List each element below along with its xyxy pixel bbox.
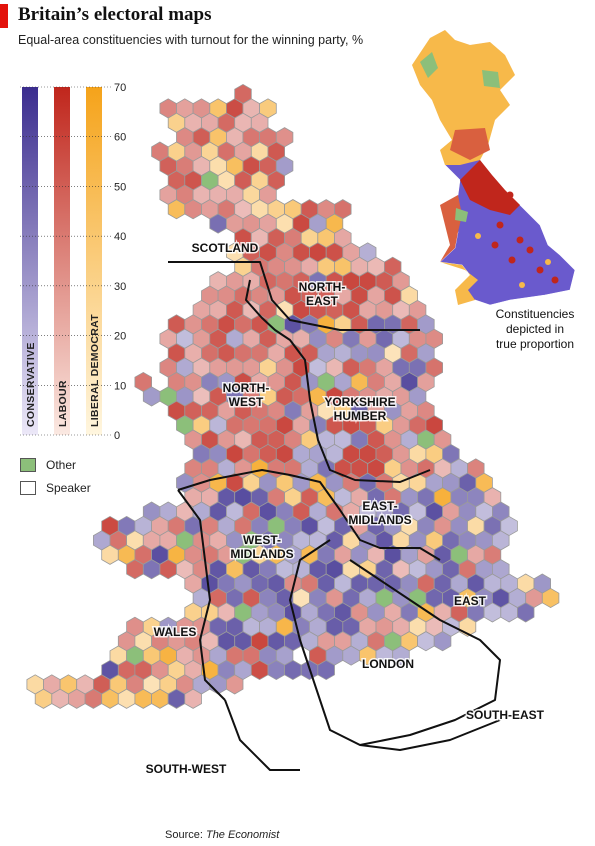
region-label-0: SCOTLAND bbox=[192, 241, 259, 255]
region-border-2 bbox=[177, 469, 441, 561]
speaker-swatch bbox=[20, 481, 36, 495]
constituency-hex bbox=[225, 674, 244, 695]
constituency-hex bbox=[517, 602, 535, 623]
source-name: The Economist bbox=[205, 829, 280, 841]
constituency-hex bbox=[184, 688, 202, 709]
region-border-0 bbox=[168, 261, 420, 331]
scale-tick-4: 30 bbox=[114, 281, 126, 293]
inset-libdem-dot bbox=[545, 259, 551, 265]
turnout-scale-legend: CONSERVATIVE LABOUR LIBERAL DEMOCRAT 70 60 50… bbox=[20, 82, 126, 442]
legend-speaker: Speaker bbox=[20, 480, 91, 496]
inset-city-dot bbox=[536, 266, 544, 274]
constituency-hex bbox=[392, 645, 410, 666]
inset-south-west bbox=[440, 262, 478, 305]
inset-libdem-dot bbox=[519, 282, 525, 288]
inset-caption-line3: true proportion bbox=[495, 337, 575, 351]
region-border-6 bbox=[359, 719, 501, 751]
region-label-9: SOUTH-EAST bbox=[466, 708, 545, 722]
legend-bar-2 bbox=[86, 87, 102, 435]
legend-bar-label-0: CONSERVATIVE bbox=[25, 342, 37, 427]
region-labels: SCOTLAND NORTH-EAST NORTH-WEST YORKSHIRE HUM… bbox=[144, 240, 546, 778]
region-label-7: EAST bbox=[454, 594, 487, 608]
inset-green-north bbox=[420, 52, 438, 78]
legend-speaker-label: Speaker bbox=[46, 481, 91, 495]
region-label-4: EAST-MIDLANDS bbox=[348, 499, 411, 527]
legend-bar-label-1: LABOUR bbox=[57, 380, 69, 427]
inset-libdem-dot bbox=[475, 233, 481, 239]
inset-wales-green bbox=[455, 208, 468, 222]
region-label-2: NORTH-WEST bbox=[223, 381, 270, 409]
inset-city-dot bbox=[491, 241, 499, 249]
constituency-hex bbox=[541, 587, 560, 609]
region-label-8: LONDON bbox=[362, 657, 414, 671]
inset-city-dot bbox=[506, 191, 514, 199]
inset-caption-line2: depicted in bbox=[505, 322, 565, 336]
constituency-hexes bbox=[26, 83, 560, 709]
inset-green-east bbox=[482, 70, 500, 88]
true-proportion-inset-map bbox=[411, 29, 576, 306]
chart-title: Britain’s electoral maps bbox=[18, 4, 212, 25]
region-border-5 bbox=[224, 699, 300, 771]
scale-tick-3: 40 bbox=[114, 231, 126, 243]
scale-tick-7: 0 bbox=[114, 430, 120, 442]
inset-caption-line1: Constituencies bbox=[495, 307, 575, 321]
inset-city-dot bbox=[486, 186, 494, 194]
legend-bar-label-2: LIBERAL DEMOCRAT bbox=[89, 314, 101, 427]
region-label-6: WALES bbox=[154, 625, 197, 639]
region-border-4 bbox=[289, 539, 501, 746]
region-borders bbox=[168, 261, 501, 771]
scale-tick-0: 70 bbox=[114, 82, 126, 94]
region-label-3: YORKSHIRE HUMBER bbox=[324, 395, 395, 423]
scale-tick-6: 10 bbox=[114, 380, 126, 392]
region-label-5: WEST-MIDLANDS bbox=[230, 533, 293, 561]
inset-city-dot bbox=[551, 276, 559, 284]
legend-bar-1 bbox=[54, 87, 70, 435]
inset-city-dot bbox=[496, 221, 504, 229]
other-swatch bbox=[20, 458, 36, 472]
region-label-1: NORTH-EAST bbox=[299, 280, 346, 308]
legend-bar-0 bbox=[22, 87, 38, 435]
legend-other-label: Other bbox=[46, 458, 77, 472]
constituency-hex bbox=[317, 659, 335, 681]
region-label-10: SOUTH-WEST bbox=[146, 762, 227, 776]
scale-tick-5: 20 bbox=[114, 331, 126, 343]
source-prefix: Source: bbox=[165, 829, 206, 841]
scale-tick-2: 50 bbox=[114, 181, 126, 193]
legend-other: Other bbox=[20, 457, 76, 473]
region-border-3 bbox=[177, 489, 226, 701]
inset-caption: Constituencies depicted in true proporti… bbox=[485, 307, 585, 352]
inset-central-belt bbox=[450, 128, 490, 160]
region-border-1 bbox=[245, 279, 431, 483]
inset-city-dot bbox=[508, 256, 516, 264]
constituency-hex bbox=[433, 631, 452, 652]
source-note: Source: The Economist bbox=[165, 829, 279, 841]
brand-red-bar bbox=[0, 4, 8, 28]
chart-subtitle: Equal-area constituencies with turnout f… bbox=[18, 33, 364, 47]
inset-city-dot bbox=[516, 236, 524, 244]
inset-scotland bbox=[412, 30, 515, 165]
scale-tick-1: 60 bbox=[114, 132, 126, 144]
inset-city-dot bbox=[526, 246, 534, 254]
